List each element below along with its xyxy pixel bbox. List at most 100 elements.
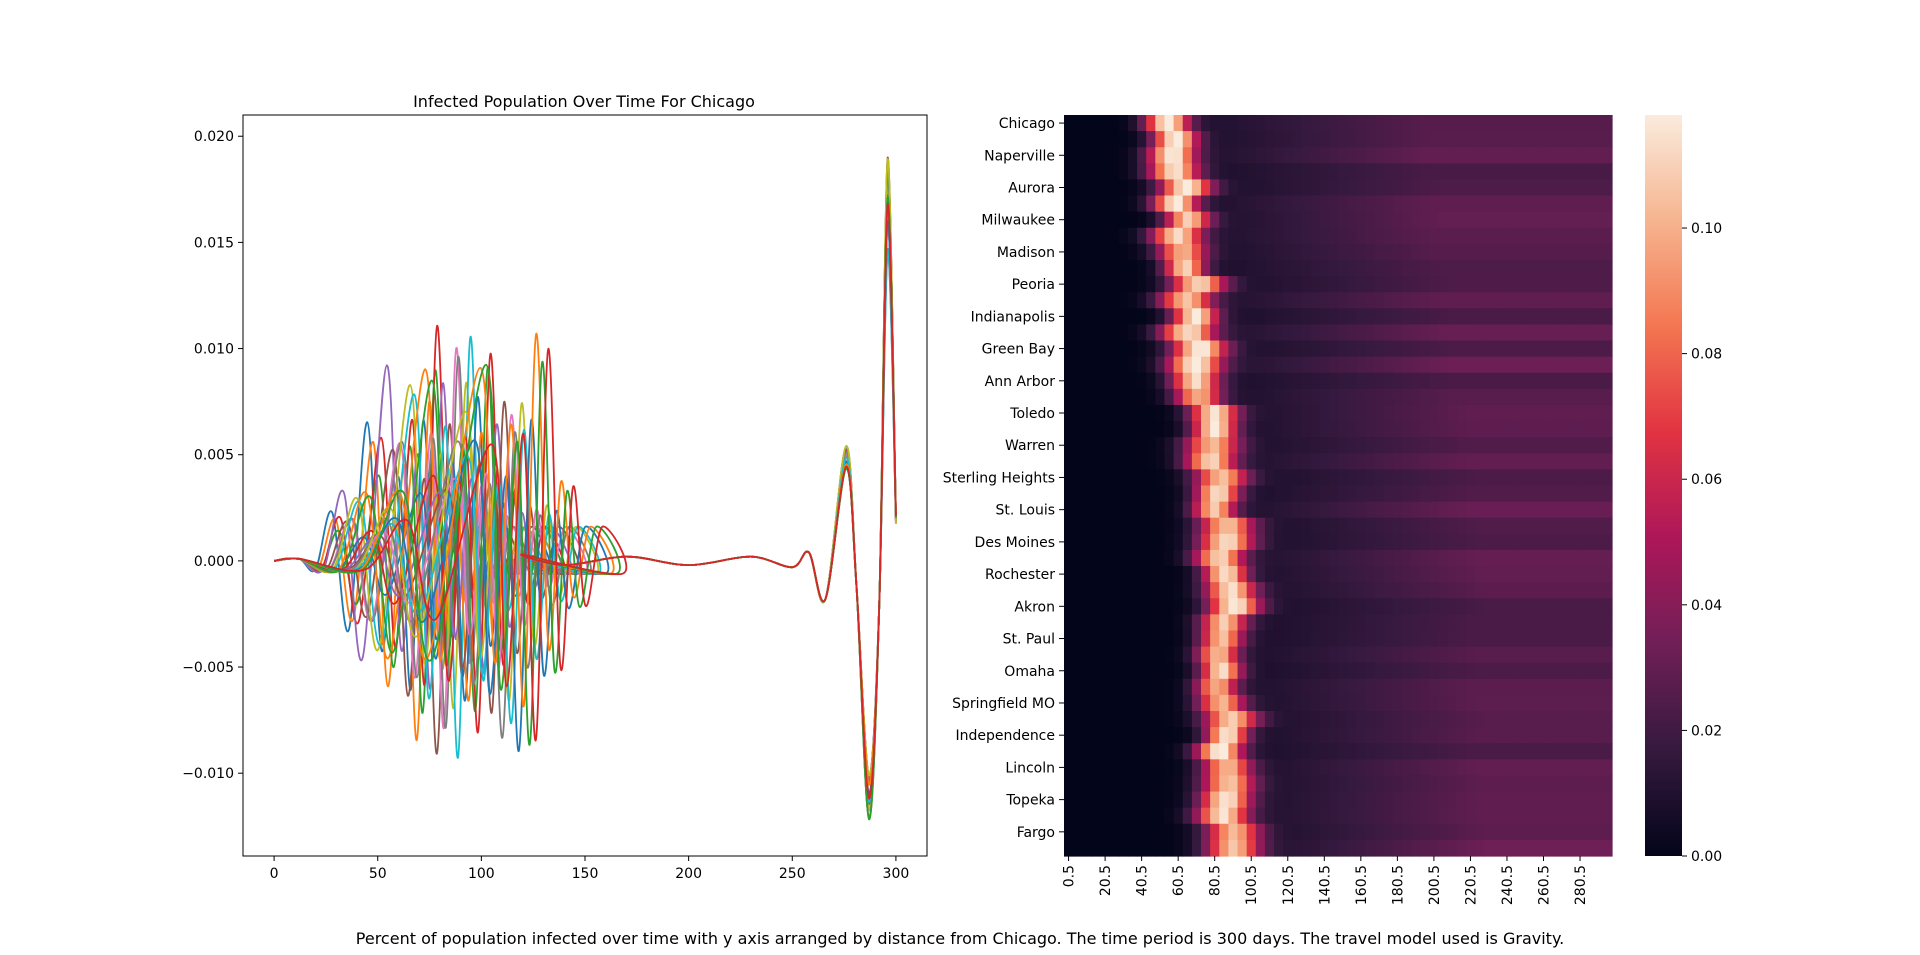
- heatmap-cell: [1456, 227, 1467, 245]
- heatmap-cell: [1118, 807, 1129, 825]
- heatmap-cell: [1502, 179, 1513, 197]
- heatmap-cell: [1511, 211, 1522, 229]
- heatmap-cell: [1383, 372, 1394, 390]
- heatmap-cell: [1347, 243, 1357, 261]
- heatmap-cell: [1502, 292, 1513, 309]
- heatmap-cell: [1246, 356, 1257, 374]
- heatmap-cell: [1064, 743, 1074, 760]
- heatmap-cell: [1484, 791, 1494, 809]
- heatmap-cell: [1182, 582, 1193, 599]
- heatmap-cell: [1465, 437, 1476, 454]
- heatmap-cell: [1475, 630, 1485, 648]
- heatmap-cell: [1082, 292, 1092, 309]
- heatmap-cell: [1118, 308, 1129, 326]
- heatmap-cell: [1557, 195, 1567, 213]
- heatmap-cell: [1557, 727, 1567, 744]
- heatmap-cell: [1502, 727, 1513, 744]
- heatmap-cell: [1319, 115, 1330, 132]
- heatmap-cell: [1264, 211, 1275, 229]
- heatmap-cell: [1201, 147, 1211, 164]
- heatmap-cell: [1401, 727, 1412, 744]
- heatmap-cell: [1584, 388, 1595, 406]
- heatmap-cell: [1383, 227, 1394, 245]
- heatmap-cell: [1465, 421, 1476, 438]
- heatmap-cell: [1246, 469, 1257, 487]
- heatmap-cell: [1520, 807, 1531, 825]
- heatmap-cell: [1365, 292, 1376, 309]
- heatmap-cell: [1465, 485, 1476, 503]
- heatmap-cell: [1210, 711, 1220, 728]
- heatmap-cell: [1328, 582, 1339, 599]
- heatmap-cell: [1465, 630, 1476, 648]
- heatmap-cell: [1484, 823, 1494, 841]
- heatmap-cell: [1255, 469, 1266, 487]
- heatmap-cell: [1566, 292, 1577, 309]
- heatmap-cell: [1255, 711, 1266, 728]
- heatmap-cell: [1210, 372, 1220, 390]
- heatmap-cell: [1182, 211, 1193, 229]
- heatmap-cell: [1420, 388, 1430, 406]
- heatmap-cell: [1127, 646, 1138, 664]
- heatmap-cell: [1310, 437, 1321, 454]
- heatmap-cell: [1502, 195, 1513, 213]
- heatmap-cell: [1246, 791, 1257, 809]
- heatmap-cell: [1511, 324, 1522, 342]
- heatmap-cell: [1328, 485, 1339, 503]
- heatmap-cell: [1292, 227, 1303, 245]
- heatmap-cell: [1566, 614, 1577, 632]
- heatmap-cell: [1548, 163, 1558, 181]
- heatmap-cell: [1475, 646, 1485, 664]
- heatmap-cell: [1127, 694, 1138, 712]
- heatmap-cell: [1484, 743, 1494, 760]
- heatmap-cell: [1118, 549, 1129, 567]
- heatmap-cell: [1064, 549, 1074, 567]
- heatmap-cell: [1347, 340, 1357, 358]
- heatmap-cell: [1246, 163, 1257, 181]
- heatmap-cell: [1566, 388, 1577, 406]
- heatmap-cell: [1338, 517, 1348, 535]
- heatmap-cell: [1411, 711, 1421, 728]
- heatmap-cell: [1520, 115, 1531, 132]
- heatmap-cell: [1210, 147, 1220, 164]
- heatmap-cell: [1228, 598, 1239, 615]
- heatmap-cell: [1264, 308, 1275, 326]
- heatmap-cell: [1210, 437, 1220, 454]
- heatmap-cell: [1073, 227, 1083, 245]
- heatmap-cell: [1356, 437, 1366, 454]
- heatmap-cell: [1465, 324, 1476, 342]
- heatmap-cell: [1529, 453, 1540, 470]
- heatmap-cell: [1118, 131, 1129, 148]
- heatmap-cell: [1529, 533, 1540, 551]
- heatmap-cell: [1365, 259, 1376, 277]
- heatmap-cell: [1283, 356, 1293, 374]
- series-line: [273, 219, 897, 819]
- heatmap-cell: [1401, 549, 1412, 567]
- heatmap-cell: [1210, 195, 1220, 213]
- heatmap-cell: [1465, 308, 1476, 326]
- heatmap-cell: [1593, 823, 1604, 841]
- heatmap-cell: [1511, 469, 1522, 487]
- heatmap-cell: [1548, 646, 1558, 664]
- heatmap-cell: [1301, 163, 1312, 181]
- heatmap-cell: [1456, 823, 1467, 841]
- heatmap-cell: [1584, 163, 1595, 181]
- y-tick-label: 0.020: [194, 129, 234, 145]
- heatmap-cell: [1392, 227, 1403, 245]
- heatmap-cell: [1493, 163, 1503, 181]
- heatmap-cell: [1109, 501, 1120, 519]
- heatmap-cell: [1356, 292, 1366, 309]
- heatmap-cell: [1109, 711, 1120, 728]
- heatmap-cell: [1328, 388, 1339, 406]
- heatmap-cell: [1429, 711, 1440, 728]
- heatmap-cell: [1456, 292, 1467, 309]
- heatmap-cell: [1429, 743, 1440, 760]
- heatmap-cell: [1137, 147, 1147, 164]
- heatmap-cell: [1191, 646, 1202, 664]
- heatmap-cell: [1401, 292, 1412, 309]
- heatmap-cell: [1602, 807, 1613, 825]
- heatmap-cell: [1201, 791, 1211, 809]
- heatmap-cell: [1264, 807, 1275, 825]
- heatmap-cell: [1374, 598, 1385, 615]
- heatmap-cell: [1557, 646, 1567, 664]
- heatmap-cell: [1155, 469, 1166, 487]
